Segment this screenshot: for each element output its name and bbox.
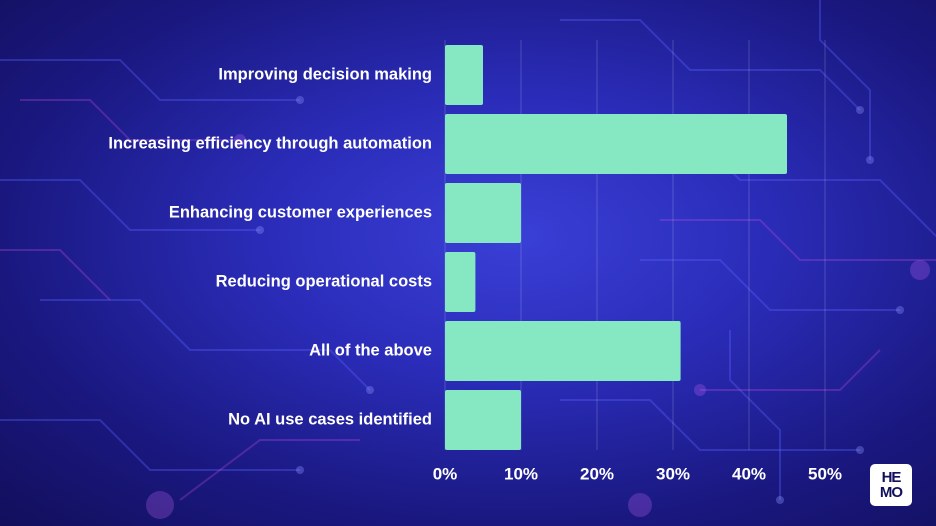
x-tick-label: 20% <box>580 464 614 483</box>
x-tick-label: 10% <box>504 464 538 483</box>
category-label: No AI use cases identified <box>228 410 432 428</box>
bar <box>445 252 476 312</box>
bar <box>445 390 521 450</box>
bar <box>445 321 681 381</box>
x-tick-label: 0% <box>433 464 458 483</box>
x-tick-label: 50% <box>808 464 842 483</box>
category-label: Reducing operational costs <box>216 272 432 290</box>
logo-line-1: HE <box>881 469 902 486</box>
bar <box>445 45 483 105</box>
category-label: Increasing efficiency through automation <box>108 134 432 152</box>
category-label: Improving decision making <box>218 65 432 83</box>
logo-line-2: MO <box>879 484 903 501</box>
category-label: Enhancing customer experiences <box>169 203 432 221</box>
category-label: All of the above <box>309 341 432 359</box>
logo: HE MO <box>870 464 912 506</box>
bar <box>445 114 787 174</box>
x-tick-label: 40% <box>732 464 766 483</box>
x-tick-label: 30% <box>656 464 690 483</box>
bar <box>445 183 521 243</box>
